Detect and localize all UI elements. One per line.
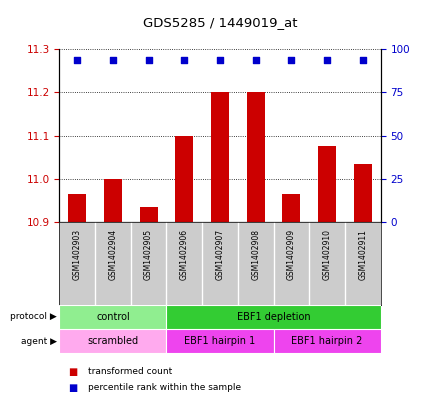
Bar [211,92,229,222]
Text: EBF1 hairpin 2: EBF1 hairpin 2 [291,336,363,346]
Text: GSM1402909: GSM1402909 [287,229,296,280]
Text: ■: ■ [68,383,77,393]
Point [252,56,259,62]
Point [145,56,152,62]
Text: GSM1402911: GSM1402911 [358,229,367,279]
Text: agent ▶: agent ▶ [21,337,57,345]
Bar [354,164,372,222]
Bar [247,92,264,222]
Bar [166,329,274,353]
Bar [139,207,158,222]
Bar [318,147,336,222]
Text: EBF1 hairpin 1: EBF1 hairpin 1 [184,336,256,346]
Bar [166,305,381,329]
Text: scrambled: scrambled [88,336,139,346]
Point [288,56,295,62]
Text: protocol ▶: protocol ▶ [11,312,57,321]
Bar [59,329,166,353]
Text: GSM1402904: GSM1402904 [108,229,117,280]
Text: GDS5285 / 1449019_at: GDS5285 / 1449019_at [143,16,297,29]
Bar [68,194,86,222]
Text: percentile rank within the sample: percentile rank within the sample [88,383,241,392]
Text: EBF1 depletion: EBF1 depletion [237,312,310,322]
Text: GSM1402905: GSM1402905 [144,229,153,280]
Bar [104,179,122,222]
Text: GSM1402903: GSM1402903 [73,229,82,280]
Text: GSM1402906: GSM1402906 [180,229,189,280]
Text: ■: ■ [68,367,77,377]
Text: control: control [96,312,130,322]
Bar [59,305,166,329]
Point [110,56,117,62]
Text: GSM1402910: GSM1402910 [323,229,332,280]
Bar [176,136,193,222]
Bar [274,329,381,353]
Text: transformed count: transformed count [88,367,172,376]
Point [323,56,330,62]
Text: GSM1402908: GSM1402908 [251,229,260,280]
Text: GSM1402907: GSM1402907 [216,229,224,280]
Point [74,56,81,62]
Point [181,56,188,62]
Point [359,56,366,62]
Bar [282,194,300,222]
Point [216,56,224,62]
